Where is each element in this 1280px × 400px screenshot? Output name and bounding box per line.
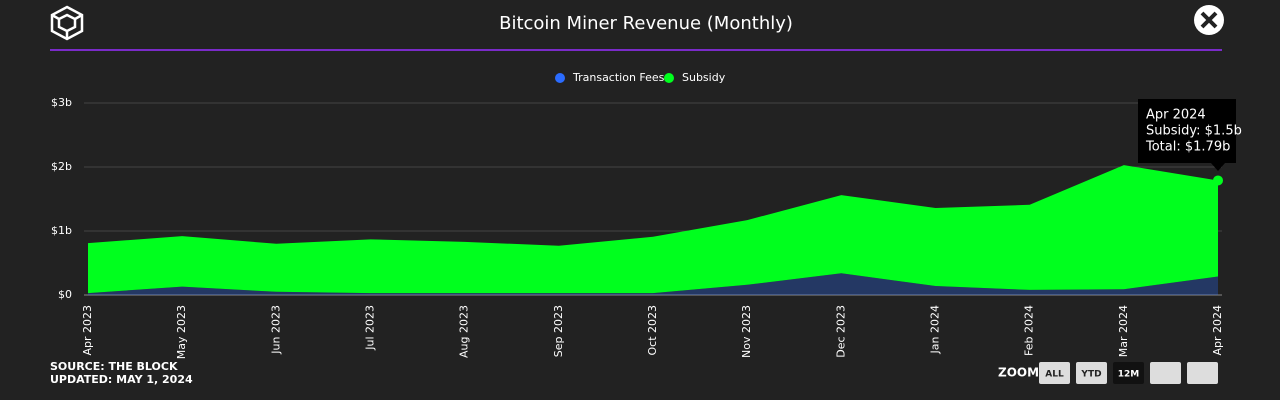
legend-label[interactable]: Subsidy (682, 71, 726, 84)
x-tick-label: Jul 2023 (364, 305, 377, 351)
x-tick-label: Apr 2023 (81, 305, 94, 356)
logo (50, 5, 84, 41)
x-tick-label: Oct 2023 (646, 305, 659, 356)
legend-marker (664, 73, 674, 83)
area (88, 165, 1218, 294)
x-tick-label: Aug 2023 (458, 305, 471, 358)
zoom-button[interactable] (1076, 362, 1107, 384)
source: SOURCE: THE BLOCK (50, 360, 178, 373)
x-tick-label: Feb 2024 (1023, 305, 1036, 356)
x-tick-label: Dec 2023 (834, 305, 847, 358)
legend-marker (555, 73, 565, 83)
x-tick-label: Jan 2024 (929, 305, 942, 354)
close-button[interactable] (1194, 5, 1224, 35)
x-tick-label: Jun 2023 (269, 305, 282, 355)
y-tick-label: $1b (51, 224, 72, 237)
x-tick-label: May 2023 (175, 305, 188, 359)
zoom-button[interactable] (1150, 362, 1181, 384)
zoom-button-label[interactable]: ALL (1045, 370, 1064, 380)
updated: UPDATED: MAY 1, 2024 (50, 373, 193, 386)
zoom-label: ZOOM (998, 366, 1039, 380)
area (88, 273, 1218, 295)
tooltip-pointer (1211, 163, 1225, 171)
zoom-button-label[interactable]: 12M (1118, 370, 1140, 380)
tooltip (1138, 99, 1236, 163)
zoom-button[interactable] (1187, 362, 1218, 384)
y-tick-label: $2b (51, 160, 72, 173)
hover-point (1213, 175, 1223, 186)
zoom-button-label[interactable]: YTD (1080, 370, 1101, 380)
x-tick-label: Sep 2023 (552, 305, 565, 357)
legend-label[interactable]: Transaction Fees (572, 71, 665, 84)
x-tick-label: Apr 2024 (1211, 305, 1224, 356)
tooltip-line: Subsidy: $1.5b (1146, 124, 1242, 139)
zoom-button[interactable] (1113, 362, 1144, 384)
chart-title: Bitcoin Miner Revenue (Monthly) (499, 13, 793, 34)
tooltip-line: Total: $1.79b (1145, 140, 1230, 155)
tooltip-title: Apr 2024 (1146, 108, 1206, 123)
x-tick-label: Mar 2024 (1117, 305, 1130, 357)
x-tick-label: Nov 2023 (740, 305, 753, 358)
y-tick-label: $0 (58, 288, 72, 301)
y-tick-label: $3b (51, 96, 72, 109)
zoom-button[interactable] (1039, 362, 1070, 384)
